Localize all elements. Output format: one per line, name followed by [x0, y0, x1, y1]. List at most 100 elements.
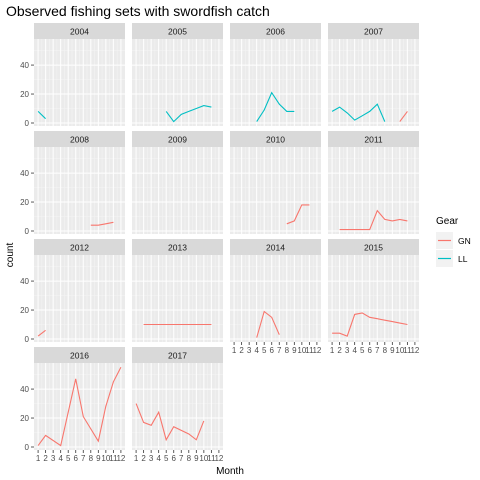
x-tick-label: 3 — [51, 454, 56, 463]
chart-title: Observed fishing sets with swordfish cat… — [6, 3, 270, 19]
x-tick-label: 2 — [239, 346, 244, 355]
x-tick-label: 10 — [297, 346, 306, 355]
legend-label-LL: LL — [458, 254, 468, 264]
series-line-GN-2011 — [339, 209, 408, 231]
x-tick-label: 12 — [410, 346, 419, 355]
x-tick-label: 12 — [312, 346, 321, 355]
x-tick-label: 7 — [179, 454, 184, 463]
facet-strip-label-2013: 2013 — [168, 243, 187, 253]
series-line-GN-2017 — [135, 403, 205, 442]
series-line-LL-2005 — [165, 105, 212, 123]
facet-strip-2015 — [328, 239, 419, 255]
series-line-GN-2008 — [90, 221, 114, 226]
facet-strip-label-2011: 2011 — [364, 135, 383, 145]
facet-strip-label-2004: 2004 — [70, 27, 89, 37]
x-tick-label: 5 — [164, 454, 169, 463]
y-tick-label: 0 — [25, 119, 30, 128]
x-tick-label: 6 — [270, 346, 275, 355]
y-tick-label: 0 — [25, 443, 30, 452]
facet-strip-2005 — [132, 23, 223, 39]
facet-strip-label-2012: 2012 — [70, 243, 89, 253]
x-tick-label: 1 — [134, 454, 139, 463]
x-tick-label: 1 — [232, 346, 237, 355]
x-tick-label: 8 — [383, 346, 388, 355]
x-tick-label: 8 — [89, 454, 94, 463]
x-tick-label: 9 — [390, 346, 395, 355]
x-tick-label: 3 — [345, 346, 350, 355]
x-tick-label: 3 — [149, 454, 154, 463]
series-line-GN-2012 — [37, 329, 46, 337]
series-line-GN-2010 — [286, 204, 310, 225]
y-tick-label: 20 — [20, 306, 29, 315]
x-tick-label: 1 — [330, 346, 335, 355]
x-tick-label: 4 — [254, 346, 259, 355]
x-tick-label: 3 — [247, 346, 252, 355]
y-tick-label: 40 — [20, 169, 29, 178]
facet-strip-2010 — [230, 131, 321, 147]
x-tick-label: 5 — [262, 346, 267, 355]
facet-strip-2006 — [230, 23, 321, 39]
series-line-GN-2015 — [332, 312, 408, 337]
facet-strip-label-2015: 2015 — [364, 243, 383, 253]
x-tick-label: 2 — [43, 454, 48, 463]
y-tick-label: 40 — [20, 277, 29, 286]
x-tick-label: 9 — [292, 346, 297, 355]
series-line-LL-2004 — [37, 111, 46, 120]
x-tick-label: 11 — [109, 454, 118, 463]
facet-strip-2013 — [132, 239, 223, 255]
series-line-GN-2016 — [37, 367, 122, 447]
facet-strip-2008 — [34, 131, 125, 147]
y-tick-label: 20 — [20, 198, 29, 207]
facet-strip-label-2006: 2006 — [266, 27, 285, 37]
x-tick-label: 6 — [74, 454, 79, 463]
y-tick-label: 40 — [20, 61, 29, 70]
x-tick-label: 1 — [36, 454, 41, 463]
facet-strip-label-2008: 2008 — [70, 135, 89, 145]
y-tick-label: 20 — [20, 414, 29, 423]
facet-strip-label-2007: 2007 — [364, 27, 383, 37]
x-tick-label: 10 — [199, 454, 208, 463]
x-axis-label: Month — [216, 466, 244, 477]
x-tick-label: 9 — [194, 454, 199, 463]
legend-title: Gear — [436, 216, 459, 227]
x-tick-label: 11 — [403, 346, 412, 355]
series-line-LL-2007 — [331, 103, 386, 122]
x-tick-label: 12 — [116, 454, 125, 463]
x-tick-label: 8 — [187, 454, 192, 463]
facet-strip-label-2010: 2010 — [266, 135, 285, 145]
x-tick-label: 9 — [96, 454, 101, 463]
x-tick-label: 2 — [337, 346, 342, 355]
legend-label-GN: GN — [458, 236, 471, 246]
y-tick-label: 0 — [25, 227, 30, 236]
facet-strip-label-2014: 2014 — [266, 243, 285, 253]
series-line-GN-2007 — [399, 111, 408, 122]
facet-strip-label-2009: 2009 — [168, 135, 187, 145]
facet-strip-2012 — [34, 239, 125, 255]
facet-strip-2007 — [328, 23, 419, 39]
x-tick-label: 4 — [58, 454, 63, 463]
x-tick-label: 4 — [156, 454, 161, 463]
x-tick-label: 12 — [214, 454, 223, 463]
x-tick-label: 7 — [277, 346, 282, 355]
facet-strip-label-2017: 2017 — [168, 351, 187, 361]
facet-strip-label-2016: 2016 — [70, 351, 89, 361]
x-tick-label: 6 — [172, 454, 177, 463]
facet-strip-2009 — [132, 131, 223, 147]
x-tick-label: 10 — [101, 454, 110, 463]
y-axis-label: count — [5, 243, 16, 268]
x-tick-label: 5 — [360, 346, 365, 355]
x-tick-label: 5 — [66, 454, 71, 463]
x-tick-label: 7 — [81, 454, 86, 463]
x-tick-label: 10 — [395, 346, 404, 355]
x-tick-label: 6 — [368, 346, 373, 355]
facet-strip-2014 — [230, 239, 321, 255]
x-tick-label: 4 — [352, 346, 357, 355]
facet-strip-2004 — [34, 23, 125, 39]
x-tick-label: 2 — [141, 454, 146, 463]
x-tick-label: 11 — [207, 454, 216, 463]
y-tick-label: 20 — [20, 90, 29, 99]
series-line-LL-2006 — [256, 91, 295, 122]
y-tick-label: 0 — [25, 335, 30, 344]
